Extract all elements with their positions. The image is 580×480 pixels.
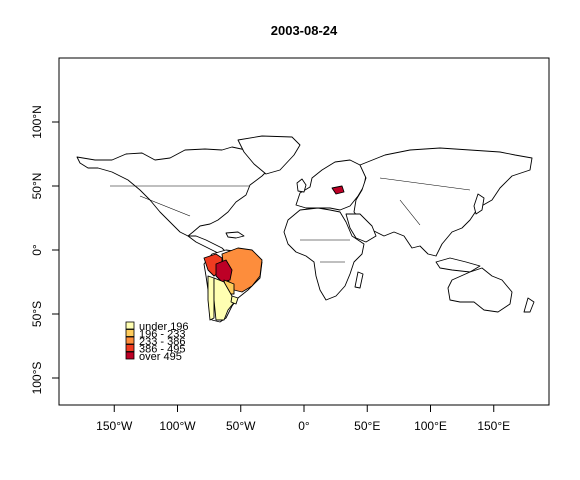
arabian-peninsula bbox=[345, 213, 377, 243]
y-axis: 100°N 50°N 0° 50°S 100°S bbox=[30, 105, 59, 394]
india-border bbox=[399, 199, 421, 226]
y-tick-label: 100°N bbox=[30, 105, 44, 139]
x-tick-label: 0° bbox=[298, 419, 310, 433]
southeast-asia-islands bbox=[435, 257, 481, 273]
new-zealand-islands bbox=[523, 297, 535, 313]
y-tick-label: 50°N bbox=[30, 173, 44, 200]
x-tick-label: 50°W bbox=[226, 419, 256, 433]
x-tick-label: 100°E bbox=[414, 419, 447, 433]
hungary-region bbox=[331, 185, 345, 195]
legend-swatch bbox=[125, 321, 135, 330]
legend-label: under 196 bbox=[139, 321, 189, 333]
australia-landmass bbox=[447, 267, 513, 313]
north-america-landmass bbox=[76, 146, 271, 237]
legend-label: over 495 bbox=[139, 351, 182, 363]
x-tick-label: 100°W bbox=[159, 419, 196, 433]
legend-swatch bbox=[125, 344, 135, 352]
chile-region bbox=[207, 275, 215, 321]
choropleth-layer bbox=[203, 185, 345, 321]
british-isles bbox=[296, 178, 307, 193]
x-tick-label: 150°E bbox=[477, 419, 510, 433]
y-tick-label: 100°S bbox=[30, 362, 44, 395]
greenland-landmass bbox=[237, 135, 301, 175]
y-tick-label: 0° bbox=[30, 244, 44, 256]
us-mexico-border bbox=[139, 195, 191, 217]
legend-label: 233 - 386 bbox=[139, 336, 185, 348]
legend-swatch bbox=[125, 336, 135, 345]
x-tick-label: 50°E bbox=[354, 419, 380, 433]
bolivia-region bbox=[215, 259, 233, 283]
x-axis: 150°W 100°W 50°W 0° 50°E 100°E 150°E bbox=[96, 405, 510, 433]
legend-swatch bbox=[125, 329, 135, 337]
legend-swatch bbox=[125, 351, 135, 360]
map-title: 2003-08-24 bbox=[271, 23, 338, 38]
legend-label: 386 - 495 bbox=[139, 344, 185, 356]
japan-islands bbox=[473, 193, 485, 215]
argentina-region bbox=[213, 277, 237, 321]
madagascar-island bbox=[354, 271, 364, 289]
country-borders bbox=[110, 177, 471, 263]
russia-china-border bbox=[379, 177, 471, 191]
x-tick-label: 150°W bbox=[96, 419, 133, 433]
caribbean-islands bbox=[225, 231, 245, 239]
africa-landmass bbox=[283, 207, 365, 301]
y-tick-label: 50°S bbox=[30, 301, 44, 327]
uruguay-region bbox=[230, 295, 239, 305]
legend-label: 196 - 233 bbox=[139, 329, 185, 341]
